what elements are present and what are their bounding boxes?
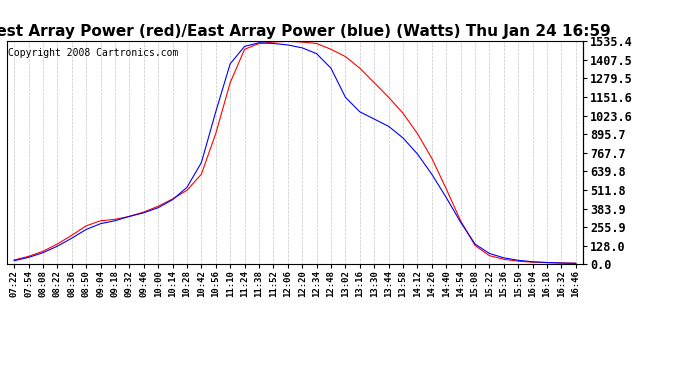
Text: Copyright 2008 Cartronics.com: Copyright 2008 Cartronics.com — [8, 48, 179, 58]
Title: West Array Power (red)/East Array Power (blue) (Watts) Thu Jan 24 16:59: West Array Power (red)/East Array Power … — [0, 24, 611, 39]
